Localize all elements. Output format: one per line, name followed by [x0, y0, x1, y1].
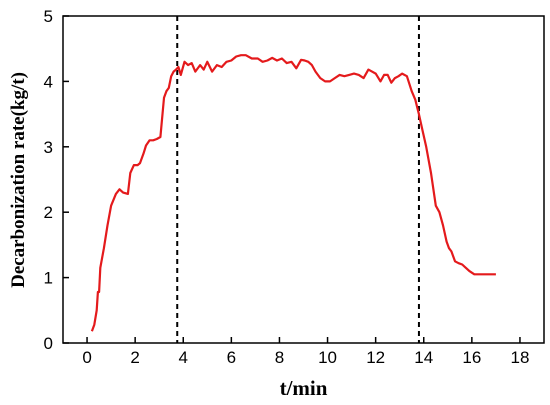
x-axis-title: t/min — [280, 376, 328, 400]
y-tick-label: 5 — [44, 7, 53, 26]
y-tick-label: 2 — [44, 203, 53, 222]
x-tick-label: 0 — [82, 348, 91, 367]
y-tick-label: 0 — [44, 334, 53, 353]
y-tick-label: 1 — [44, 269, 53, 288]
x-tick-label: 12 — [366, 348, 385, 367]
x-tick-label: 6 — [227, 348, 236, 367]
x-tick-label: 2 — [130, 348, 139, 367]
x-tick-label: 14 — [414, 348, 433, 367]
reference-lines — [176, 16, 420, 343]
series-layer — [90, 54, 496, 332]
y-axis-title: Decarbonization rate(kg/t) — [8, 72, 29, 288]
y-tick-label: 3 — [44, 138, 53, 157]
chart-frame — [62, 15, 545, 344]
series-line — [90, 54, 496, 332]
x-tick-label: 8 — [275, 348, 284, 367]
x-tick-label: 10 — [318, 348, 337, 367]
x-tick-label: 18 — [510, 348, 529, 367]
y-tick-label: 4 — [44, 72, 53, 91]
x-tick-label: 4 — [179, 348, 188, 367]
x-tick-label: 16 — [462, 348, 481, 367]
